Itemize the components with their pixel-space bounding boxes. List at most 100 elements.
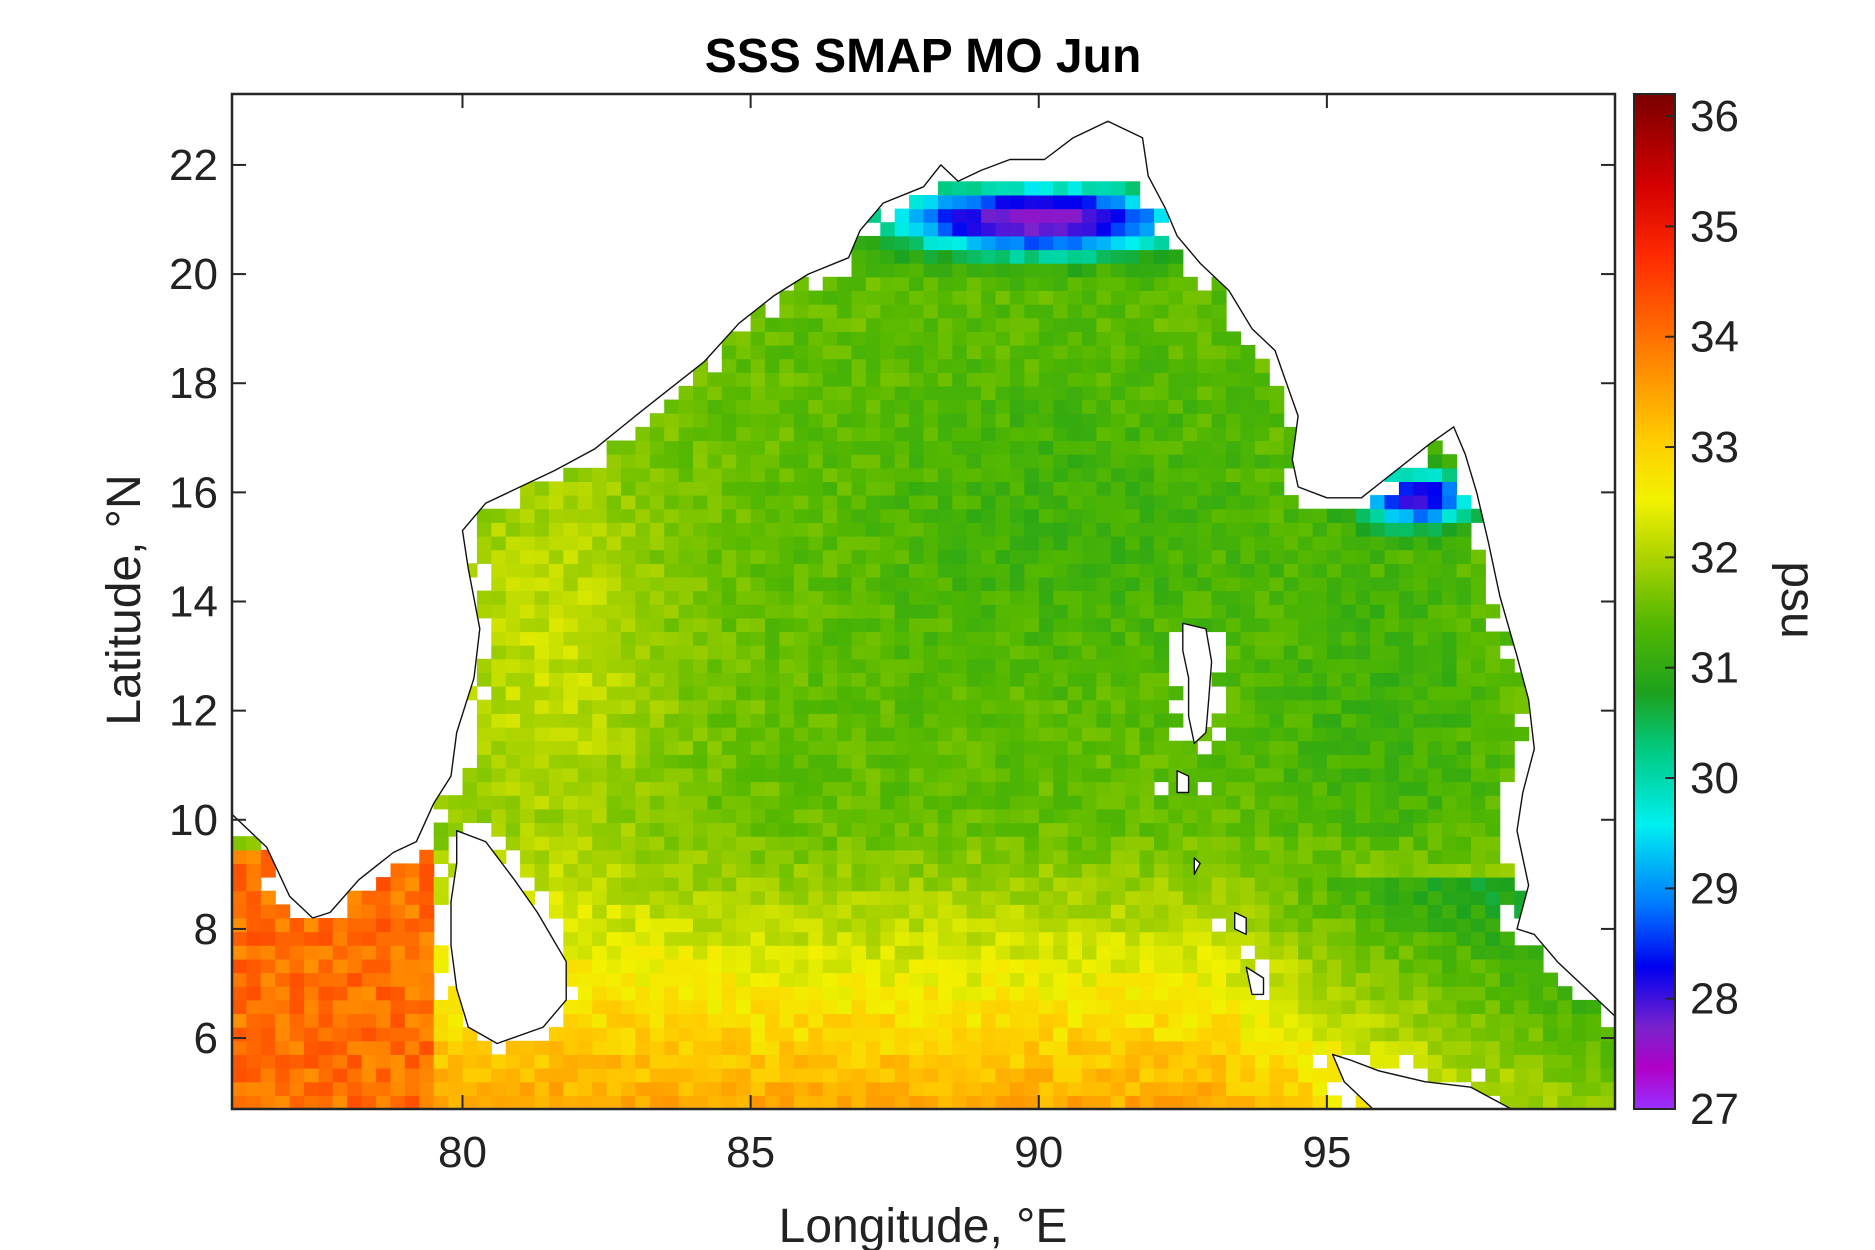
salinity-cell	[1053, 918, 1069, 933]
salinity-cell	[693, 658, 708, 673]
salinity-cell	[1096, 918, 1112, 933]
salinity-cell	[851, 372, 867, 387]
salinity-cell	[1254, 658, 1270, 673]
salinity-cell	[721, 426, 737, 442]
salinity-cell	[779, 495, 795, 510]
salinity-cell	[505, 631, 521, 646]
salinity-cell	[1341, 781, 1357, 796]
salinity-cell	[1096, 890, 1112, 905]
salinity-cell	[649, 426, 665, 442]
salinity-cell	[1067, 358, 1083, 373]
salinity-cell	[1009, 822, 1025, 837]
salinity-cell	[1514, 1068, 1530, 1083]
salinity-cell	[592, 1040, 608, 1055]
salinity-cell	[1139, 304, 1155, 319]
salinity-cell	[779, 1095, 795, 1109]
salinity-cell	[606, 563, 622, 578]
salinity-cell	[1298, 549, 1314, 564]
salinity-cell	[621, 740, 636, 755]
salinity-cell	[894, 931, 910, 946]
salinity-cell	[361, 945, 377, 960]
salinity-cell	[1240, 808, 1256, 824]
salinity-cell	[1197, 836, 1213, 851]
salinity-cell	[1096, 754, 1112, 769]
salinity-cell	[1413, 699, 1429, 714]
salinity-cell	[1182, 604, 1198, 619]
salinity-cell	[1009, 426, 1025, 442]
salinity-cell	[1398, 904, 1414, 919]
salinity-cell	[1096, 767, 1112, 783]
salinity-cell	[1240, 699, 1256, 714]
salinity-cell	[822, 686, 838, 701]
salinity-cell	[966, 740, 982, 755]
salinity-cell	[808, 686, 824, 701]
salinity-cell	[1370, 1013, 1386, 1028]
salinity-cell	[563, 536, 579, 551]
salinity-cell	[318, 1054, 334, 1069]
salinity-cell	[491, 781, 507, 796]
salinity-cell	[1168, 1054, 1184, 1069]
salinity-cell	[419, 999, 435, 1015]
x-tick-label: 85	[726, 1128, 775, 1177]
salinity-cell	[1053, 1068, 1069, 1083]
salinity-cell	[1154, 767, 1169, 783]
salinity-cell	[577, 467, 593, 482]
salinity-cell	[1139, 672, 1155, 687]
salinity-cell	[520, 863, 536, 878]
salinity-cell	[621, 931, 636, 946]
salinity-cell	[1355, 727, 1371, 742]
salinity-cell	[347, 1013, 363, 1028]
salinity-cell	[664, 645, 680, 660]
salinity-cell	[1254, 590, 1270, 605]
salinity-cell	[693, 863, 708, 878]
salinity-cell	[649, 918, 665, 933]
salinity-cell	[289, 958, 305, 974]
salinity-cell	[1211, 454, 1227, 469]
salinity-cell	[1125, 686, 1141, 701]
salinity-cell	[1312, 508, 1328, 523]
salinity-cell	[1442, 740, 1458, 755]
salinity-cell	[1038, 1081, 1054, 1096]
salinity-cell	[606, 658, 622, 673]
salinity-cell	[1197, 1081, 1213, 1096]
salinity-cell	[621, 1027, 636, 1042]
salinity-cell	[995, 563, 1011, 578]
salinity-cell	[1283, 713, 1299, 728]
salinity-cell	[621, 822, 636, 837]
salinity-cell	[1125, 999, 1141, 1015]
salinity-cell	[563, 767, 579, 783]
salinity-cell	[505, 576, 521, 592]
salinity-cell	[318, 1013, 334, 1028]
salinity-cell	[765, 958, 780, 974]
salinity-cell	[1053, 522, 1069, 537]
x-tick-label: 90	[1014, 1128, 1063, 1177]
salinity-cell	[995, 863, 1011, 878]
salinity-cell	[1442, 836, 1458, 851]
salinity-cell	[923, 276, 939, 291]
salinity-cell	[1398, 686, 1414, 701]
salinity-cell	[1053, 399, 1069, 414]
salinity-cell	[1038, 372, 1054, 387]
salinity-cell	[1096, 181, 1112, 196]
salinity-cell	[952, 631, 968, 646]
salinity-cell	[1355, 945, 1371, 960]
salinity-cell	[779, 508, 795, 523]
salinity-cell	[822, 467, 838, 482]
salinity-cell	[750, 590, 766, 605]
salinity-cell	[635, 713, 651, 728]
salinity-cell	[1139, 945, 1155, 960]
salinity-cell	[865, 454, 881, 469]
salinity-cell	[1499, 1040, 1515, 1055]
salinity-cell	[1269, 999, 1285, 1015]
salinity-cell	[1543, 972, 1558, 987]
salinity-cell	[592, 931, 608, 946]
salinity-cell	[1139, 972, 1155, 987]
salinity-cell	[736, 522, 752, 537]
salinity-cell	[1283, 1081, 1299, 1096]
salinity-cell	[1370, 604, 1386, 619]
salinity-cell	[606, 1081, 622, 1096]
salinity-cell	[404, 1068, 420, 1083]
salinity-cell	[1442, 918, 1458, 933]
salinity-cell	[765, 1013, 780, 1028]
salinity-cell	[923, 536, 939, 551]
